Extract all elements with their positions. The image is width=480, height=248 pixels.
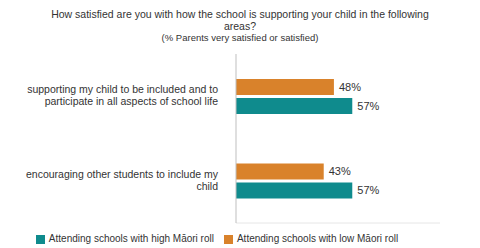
html-text:Attending schools with low Māo: Attending schools with low Māori roll [237,233,399,244]
html-text:Attending schools with high Mā: Attending schools with high Māori roll [48,233,214,244]
html-text:(% Parents very satisfied or s: (% Parents very satisfied or satisfied) [161,32,319,43]
svg-text:57%: 57% [357,184,379,196]
html-text:How satisfied are you with how: How satisfied are you with how the schoo… [51,8,429,32]
svg-text:supporting my child to be incl: supporting my child to be included and t… [27,83,218,107]
svg-text:encouraging other students to: encouraging other students to include my… [26,168,219,192]
svg-text:57%: 57% [357,100,379,112]
svg-text:48%: 48% [339,81,361,93]
svg-text:43%: 43% [329,165,351,177]
